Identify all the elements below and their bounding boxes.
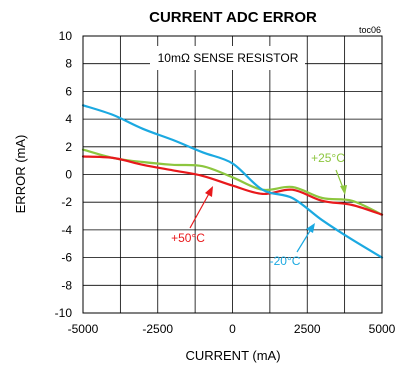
x-tick-labels: -5000 -2500 0 2500 5000 [68,322,396,336]
y-tick-labels: -10 -8 -6 -4 -2 0 2 4 6 8 10 [55,29,73,320]
y-tick-label: 2 [65,140,72,154]
series-group [81,104,384,259]
arrowhead-neg20c [306,223,315,233]
x-tick-label: 5000 [369,322,396,336]
x-tick-label: -2500 [142,322,173,336]
arrowhead-25c [340,185,347,195]
plot-frame [82,35,383,314]
y-tick-label: 4 [65,112,72,126]
series-line-1 [81,155,384,216]
y-axis-label: ERROR (mA) [13,135,28,214]
chart-tag: toc06 [359,25,381,35]
y-tick-label: -2 [61,195,72,209]
y-tick-label: 8 [65,57,72,71]
x-tick-label: 2500 [294,322,321,336]
arrowhead-50c [205,186,213,197]
note-box-background [150,46,305,70]
arrow-50c [189,189,212,229]
series-line-0 [81,148,384,216]
note-text: 10mΩ SENSE RESISTOR [158,51,299,65]
series-line-2 [81,104,384,259]
y-tick-label: 6 [65,84,72,98]
series-label-neg20c: -20°C [270,254,301,268]
y-tick-label: -4 [61,223,72,237]
x-tick-label: -5000 [68,322,99,336]
x-tick-label: 0 [229,322,236,336]
chart-title: CURRENT ADC ERROR [149,9,317,26]
y-tick-label: 10 [59,29,73,43]
y-tick-label: -6 [61,251,72,265]
y-tick-label: -8 [61,278,72,292]
note-box: 10mΩ SENSE RESISTOR [150,46,305,70]
y-tick-label: 0 [65,168,72,182]
x-axis-label: CURRENT (mA) [185,348,280,363]
annotations: +25°C +50°C -20°C [171,151,347,268]
series-label-25c: +25°C [311,151,345,165]
y-tick-label: -10 [55,306,73,320]
series-label-50c: +50°C [171,231,205,245]
